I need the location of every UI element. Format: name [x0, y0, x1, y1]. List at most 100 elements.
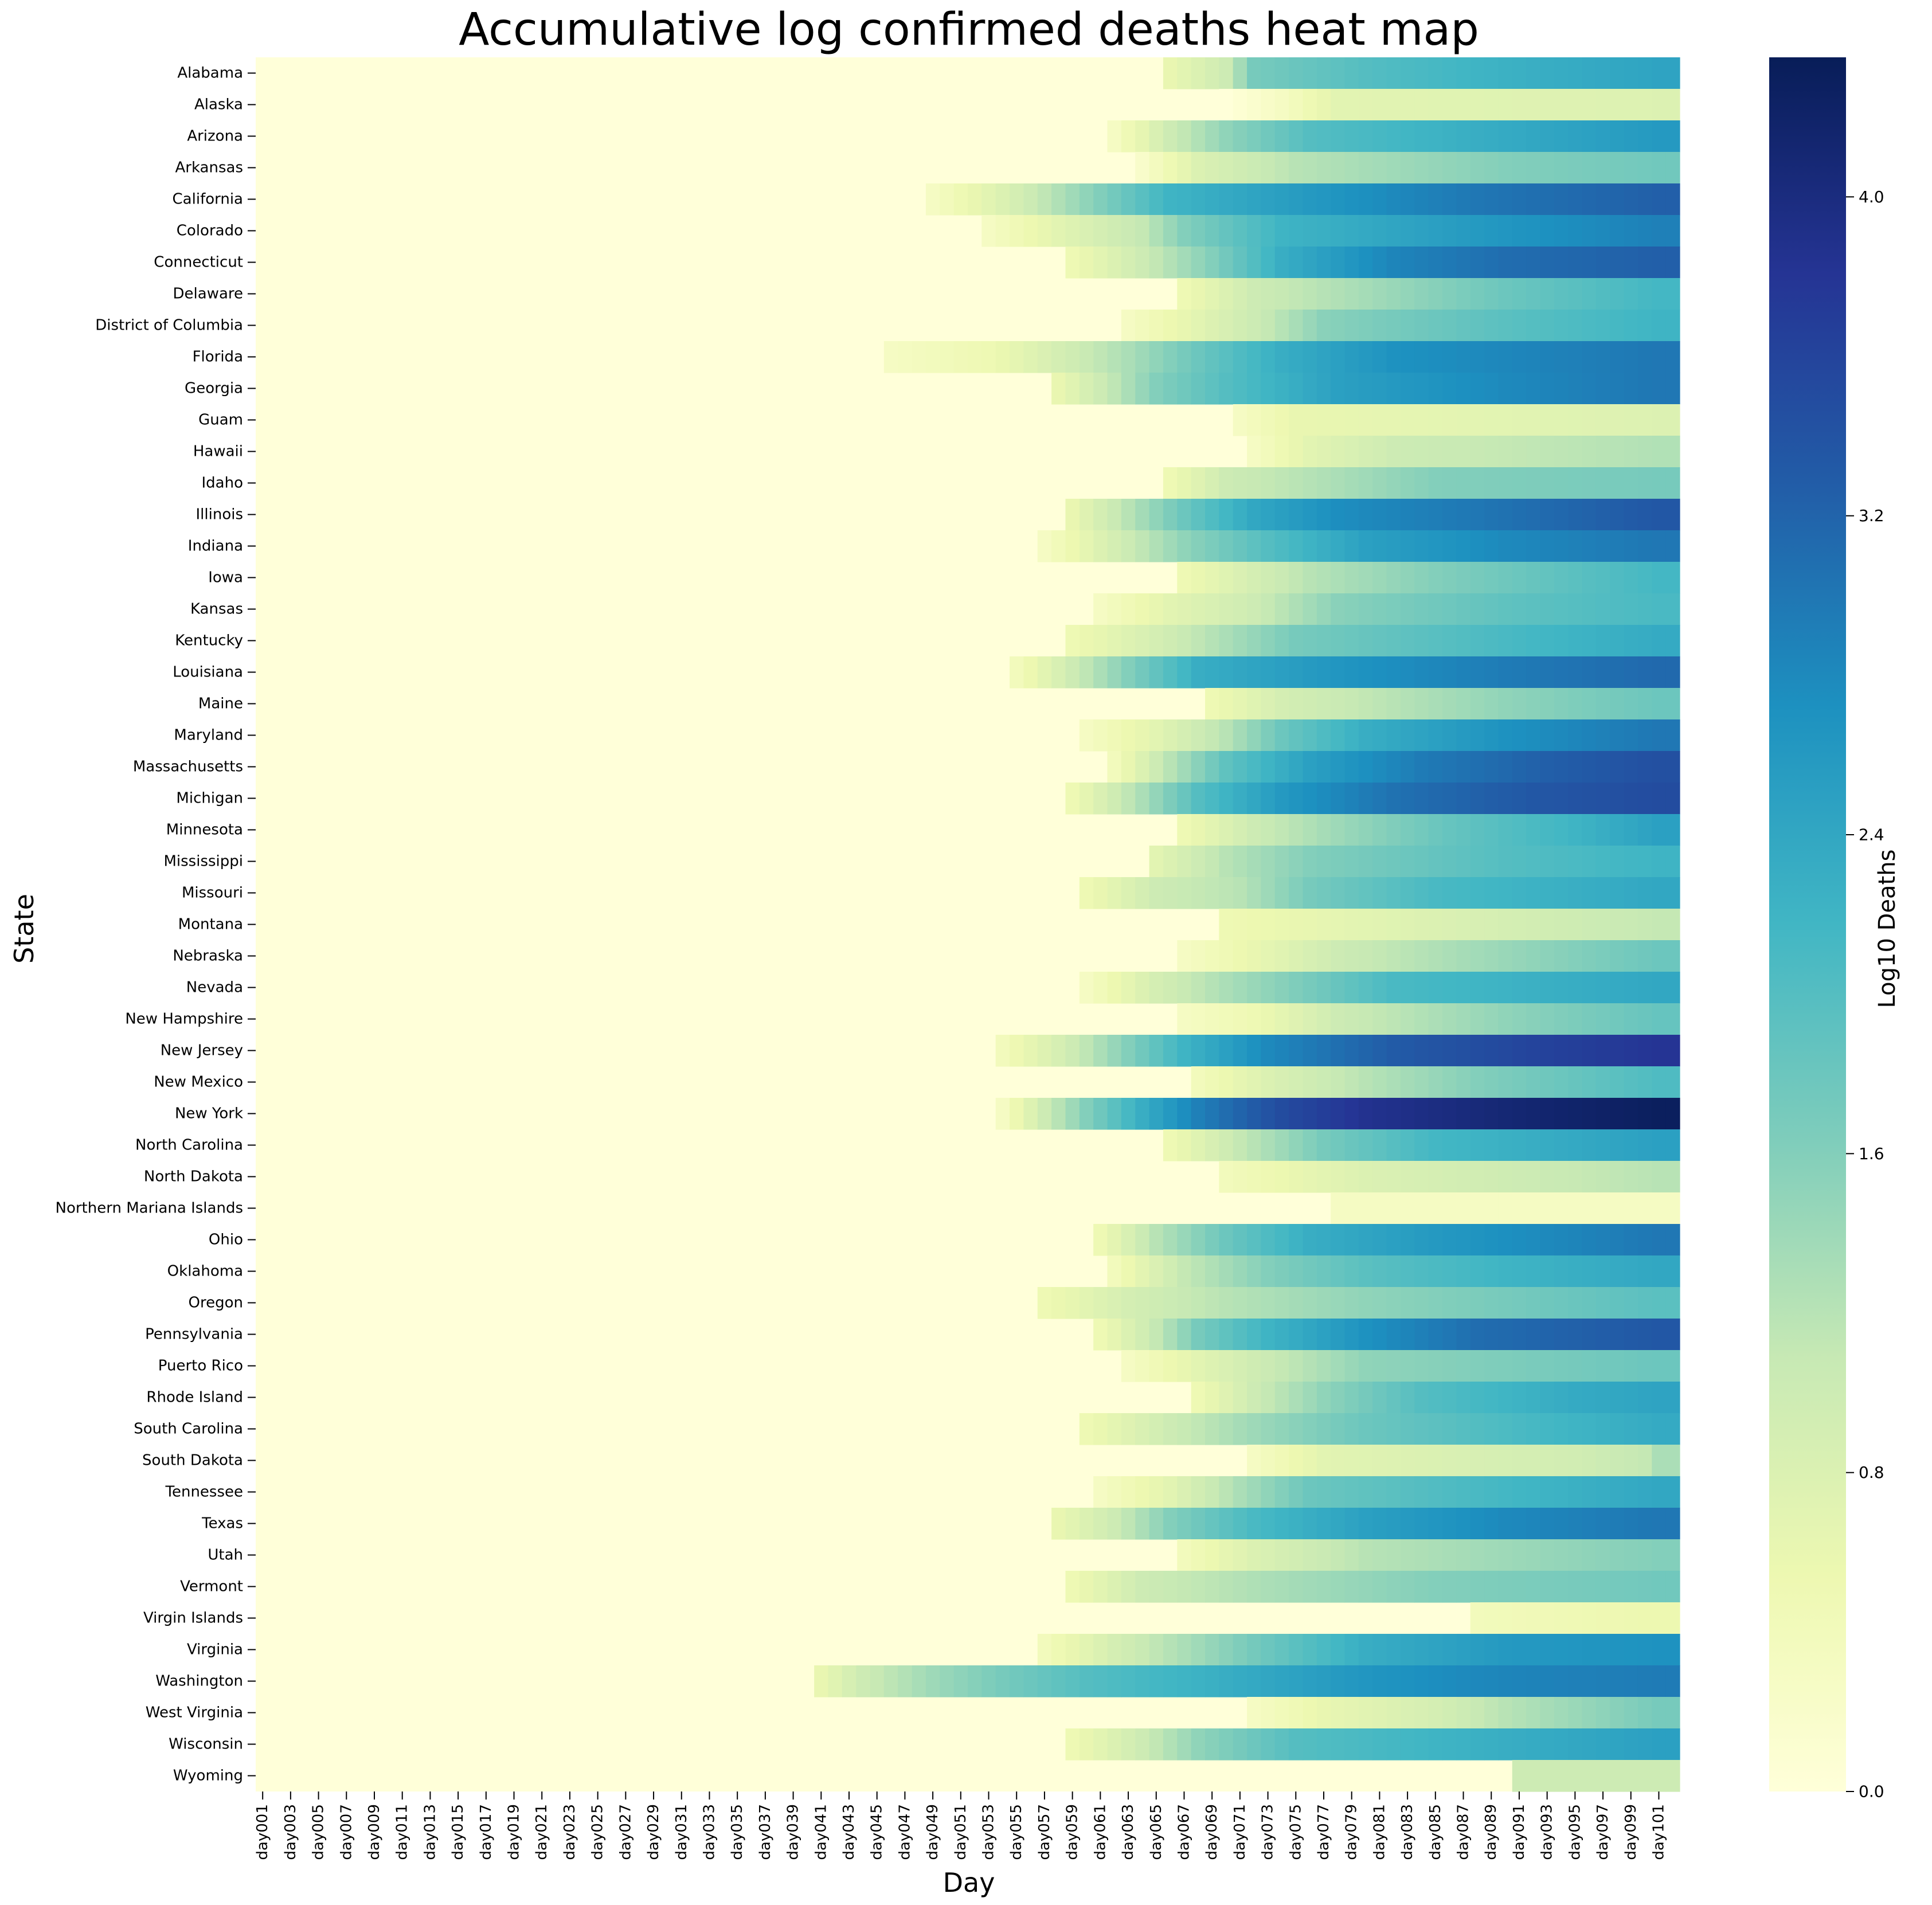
heatmap-cell [1358, 215, 1373, 247]
heatmap-cell [1484, 57, 1499, 89]
heatmap-cell [1386, 593, 1401, 625]
heatmap-cell [1358, 1287, 1373, 1319]
heatmap-cell [1526, 1035, 1541, 1067]
heatmap-cell [953, 341, 968, 373]
heatmap-row [1079, 719, 1680, 752]
heatmap-cell [1665, 310, 1680, 342]
heatmap-cell [1135, 1287, 1150, 1319]
heatmap-cell [1121, 751, 1136, 783]
heatmap-cell [1233, 1003, 1247, 1035]
heatmap-cell [1456, 89, 1471, 121]
heatmap-cell [1428, 1508, 1443, 1540]
heatmap-cell [1498, 183, 1513, 216]
heatmap-cell [1428, 593, 1443, 625]
heatmap-cell [1526, 278, 1541, 310]
heatmap-cell [1456, 1319, 1471, 1351]
heatmap-cell [1637, 404, 1652, 436]
y-tick-label: Missouri [182, 885, 243, 902]
heatmap-cell [1121, 656, 1136, 689]
heatmap-cell [1233, 530, 1247, 562]
heatmap-cell [1065, 1728, 1080, 1761]
heatmap-cell [1177, 1035, 1192, 1067]
heatmap-cell [1247, 783, 1262, 815]
heatmap-cell [1107, 120, 1122, 152]
heatmap-cell [1470, 1161, 1485, 1193]
heatmap-cell [1595, 57, 1610, 89]
heatmap-cell [1554, 183, 1569, 216]
heatmap-cell [1386, 57, 1401, 89]
heatmap-cell [1358, 688, 1373, 720]
heatmap-cell [1316, 593, 1331, 625]
heatmap-cell [1135, 215, 1150, 247]
heatmap-cell [1652, 215, 1667, 247]
heatmap-cell [1526, 1255, 1541, 1288]
heatmap-cell [1610, 1508, 1625, 1540]
heatmap-cell [1274, 877, 1289, 909]
heatmap-row [1065, 625, 1680, 657]
x-tick-label: day003 [282, 1804, 299, 1860]
heatmap-cell [1540, 310, 1555, 342]
heatmap-cell [1456, 1098, 1471, 1130]
heatmap-cell [1219, 499, 1234, 531]
heatmap-cell [1442, 940, 1457, 972]
heatmap-cell [1386, 656, 1401, 689]
heatmap-cell [1595, 1161, 1610, 1193]
heatmap-cell [1079, 1287, 1094, 1319]
heatmap-cell [1316, 1098, 1331, 1130]
heatmap-cell [1344, 404, 1359, 436]
heatmap-cell [1665, 625, 1680, 657]
heatmap-cell [1261, 814, 1276, 846]
heatmap-cell [1595, 341, 1610, 373]
heatmap-row [1219, 89, 1680, 121]
heatmap-cell [1582, 278, 1597, 310]
heatmap-cell [1107, 593, 1122, 625]
heatmap-cell [1219, 278, 1234, 310]
heatmap-cell [1652, 436, 1667, 468]
heatmap-cell [1372, 1413, 1387, 1445]
heatmap-cell [1386, 1508, 1401, 1540]
heatmap-cell [1595, 1445, 1610, 1477]
heatmap-cell [1428, 1571, 1443, 1603]
heatmap-cell [1428, 467, 1443, 499]
heatmap-cell [1093, 625, 1108, 657]
heatmap-cell [1526, 1129, 1541, 1161]
heatmap-cell [1414, 1319, 1429, 1351]
heatmap-cell [1261, 1634, 1276, 1666]
y-tick-label: Rhode Island [146, 1389, 243, 1406]
heatmap-cell [1233, 814, 1247, 846]
heatmap-cell [1316, 467, 1331, 499]
heatmap-cell [1247, 593, 1262, 625]
heatmap-cell [1610, 972, 1625, 1004]
heatmap-cell [1624, 530, 1638, 562]
heatmap-cell [1582, 1192, 1597, 1225]
heatmap-cell [1247, 278, 1262, 310]
heatmap-cell [1121, 1035, 1136, 1067]
heatmap-cell [1652, 1192, 1667, 1225]
heatmap-cell [1331, 1319, 1346, 1351]
heatmap-cell [1484, 940, 1499, 972]
heatmap-cell [1274, 751, 1289, 783]
heatmap-cell [1372, 688, 1387, 720]
heatmap-cell [1135, 783, 1150, 815]
heatmap-cell [1568, 625, 1583, 657]
heatmap-cell [1289, 593, 1304, 625]
heatmap-cell [1107, 1224, 1122, 1256]
y-tick-label: Indiana [188, 538, 243, 555]
heatmap-cell [1665, 183, 1680, 216]
heatmap-cell [1456, 310, 1471, 342]
heatmap-cell [1358, 625, 1373, 657]
heatmap-cell [1540, 57, 1555, 89]
heatmap-cell [883, 1665, 898, 1697]
heatmap-cell [1331, 1634, 1346, 1666]
heatmap-cell [1540, 1634, 1555, 1666]
heatmap-cell [1428, 814, 1443, 846]
heatmap-cell [1233, 909, 1247, 941]
heatmap-cell [1219, 1571, 1234, 1603]
heatmap-cell [1582, 499, 1597, 531]
heatmap-cell [1177, 1287, 1192, 1319]
heatmap-cell [1414, 593, 1429, 625]
heatmap-cell [1316, 1665, 1331, 1697]
heatmap-cell [1107, 1287, 1122, 1319]
heatmap-cell [1316, 404, 1331, 436]
